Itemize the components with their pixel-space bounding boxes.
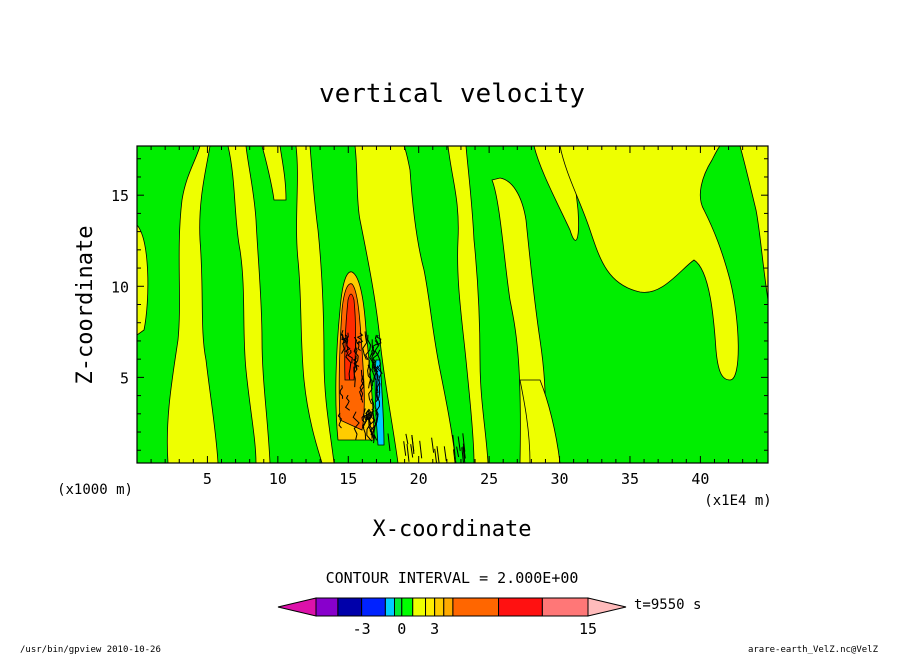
contour-line xyxy=(353,346,359,370)
contour-line xyxy=(387,433,391,452)
contour-line xyxy=(365,334,372,361)
contour-line xyxy=(364,410,372,424)
colorbar-tick-label: 0 xyxy=(397,620,406,638)
y-axis-label: Z-coordinate xyxy=(73,226,98,385)
contour-line xyxy=(337,412,342,429)
contour-line xyxy=(344,394,350,411)
contour-line xyxy=(431,437,435,453)
colorbar-segment xyxy=(401,597,414,617)
colorbar-segment xyxy=(361,597,386,617)
colorbar-segment xyxy=(393,597,403,617)
time-label: t=9550 s xyxy=(634,597,701,613)
colorbar-tick-label: 15 xyxy=(579,620,597,638)
footer-left: /usr/bin/gpview 2010-10-26 xyxy=(20,645,161,654)
colorbar-segment xyxy=(443,597,454,617)
contour-line xyxy=(443,446,447,462)
colorbar-segment xyxy=(434,597,445,617)
x-tick-label: 5 xyxy=(203,470,212,488)
contour-line xyxy=(369,417,376,430)
contour-line xyxy=(370,345,375,356)
contour-line xyxy=(411,435,415,452)
footer-right: arare-earth_VelZ.nc@VelZ xyxy=(748,645,879,654)
contour-line xyxy=(368,409,373,439)
y-tick-label: 10 xyxy=(111,278,129,296)
dense-contour-lines xyxy=(337,329,466,463)
colorbar-tick-label: -3 xyxy=(353,620,371,638)
contour-line xyxy=(376,367,382,393)
contour-line xyxy=(377,349,383,374)
contour-line xyxy=(367,360,373,387)
contour-line xyxy=(361,414,367,429)
colorbar-segment xyxy=(425,597,436,617)
contour-line xyxy=(347,349,353,364)
colorbar-segment xyxy=(384,597,395,617)
contour-line xyxy=(373,365,379,380)
contour-interval-label: CONTOUR INTERVAL = 2.000E+00 xyxy=(326,569,579,587)
contour-line xyxy=(345,351,352,380)
contour-line xyxy=(405,433,409,445)
contour-line xyxy=(339,385,344,399)
contour-line xyxy=(457,436,461,452)
contour-line xyxy=(356,332,364,345)
x-tick-label: 25 xyxy=(480,470,498,488)
x-unit-left: (x1000 m) xyxy=(57,482,133,498)
axes: 5 10 15 20 25 30 35 40 5 10 15 xyxy=(111,146,768,488)
colorbar-segment xyxy=(541,597,589,617)
x-axis-label: X-coordinate xyxy=(373,517,532,542)
colorbar-segment xyxy=(337,597,363,617)
colorbar-segment xyxy=(498,597,543,617)
contour-line xyxy=(371,339,375,371)
contour-plot-area xyxy=(137,146,768,463)
contour-line xyxy=(462,433,466,452)
contour-line xyxy=(353,336,358,354)
contour-line xyxy=(352,411,360,440)
x-tick-label: 10 xyxy=(269,470,287,488)
colorbar-under-triangle xyxy=(277,597,317,617)
contour-line xyxy=(406,444,410,462)
x-tick-label: 20 xyxy=(410,470,428,488)
colorbar-segment xyxy=(452,597,500,617)
contour-line xyxy=(367,364,372,389)
x-tick-label: 15 xyxy=(339,470,357,488)
contour-line xyxy=(376,334,382,346)
contour-line xyxy=(368,378,373,405)
contour-line xyxy=(356,340,361,352)
contour-line xyxy=(366,411,373,442)
contour-line xyxy=(436,446,440,463)
x-unit-right: (x1E4 m) xyxy=(704,493,771,509)
colorbar: -3 0 3 15 xyxy=(277,597,627,638)
contour-line xyxy=(403,441,407,456)
x-tick-label: 30 xyxy=(551,470,569,488)
colorbar-segment xyxy=(315,597,339,617)
x-tick-label: 40 xyxy=(691,470,709,488)
contour-line xyxy=(410,444,414,458)
contour-line xyxy=(362,331,368,360)
contour-line xyxy=(375,379,381,403)
contour-line xyxy=(419,440,423,459)
contour-line xyxy=(369,351,375,383)
contour-line xyxy=(345,332,349,353)
contour-line xyxy=(369,412,377,444)
contour-line xyxy=(462,446,466,463)
contour-line xyxy=(453,449,456,463)
contour-line xyxy=(353,366,356,388)
y-tick-label: 15 xyxy=(111,187,129,205)
positive-velocity-bands xyxy=(137,146,768,463)
contour-line xyxy=(456,446,460,458)
contour-line xyxy=(452,434,456,454)
contour-line xyxy=(434,448,438,463)
contour-line xyxy=(359,369,365,400)
x-tick-label: 35 xyxy=(621,470,639,488)
contour-line xyxy=(340,334,348,344)
colorbar-over-triangle xyxy=(587,597,627,617)
y-tick-label: 5 xyxy=(120,369,129,387)
colorbar-segment xyxy=(412,597,427,617)
contour-line xyxy=(352,357,360,367)
colorbar-tick-label: 3 xyxy=(430,620,439,638)
contour-line xyxy=(461,447,465,463)
chart-title: vertical velocity xyxy=(319,79,585,109)
